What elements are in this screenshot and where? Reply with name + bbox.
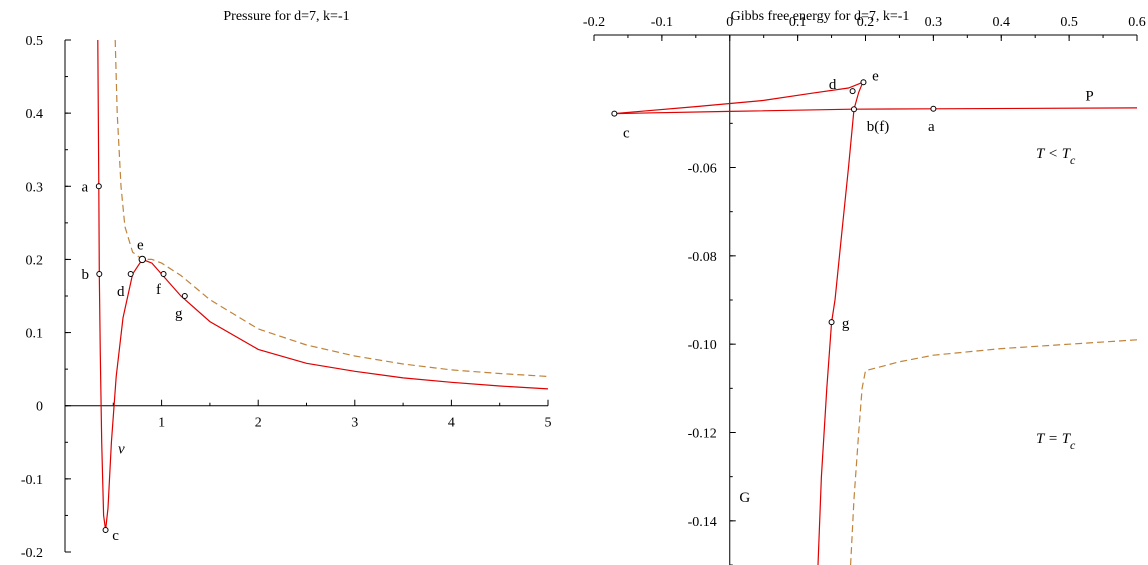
y-tick-label: -0.06 — [688, 162, 717, 177]
point-label: d — [829, 77, 837, 93]
critical-gibbs-line — [850, 339, 1137, 565]
point-label: a — [81, 179, 88, 195]
point-marker — [96, 271, 103, 278]
y-tick-label: -0.12 — [688, 427, 717, 442]
x-tick-label: -0.1 — [651, 15, 673, 30]
point-marker — [181, 293, 188, 299]
point-marker — [127, 271, 134, 278]
point-label: f — [156, 282, 161, 298]
y-tick-label: 0.3 — [26, 180, 44, 195]
x-axis-label: P — [1085, 89, 1093, 105]
x-tick-label: 3 — [351, 416, 358, 431]
point-marker — [102, 527, 109, 534]
critical-isotherm-line — [114, 39, 548, 378]
y-tick-label: 0.4 — [26, 107, 44, 122]
point-label: g — [842, 316, 850, 332]
x-tick-label: 2 — [255, 416, 262, 431]
x-tick-label: 0.5 — [1060, 15, 1078, 30]
point-marker — [860, 79, 867, 86]
y-tick-label: 0.1 — [26, 327, 44, 342]
y-tick-label: 0.2 — [26, 253, 44, 268]
chart-title: Gibbs free energy for d=7, k=-1 — [731, 9, 910, 24]
y-tick-label: -0.10 — [688, 338, 717, 353]
x-tick-label: 4 — [448, 416, 455, 431]
point-marker — [138, 255, 146, 264]
y-tick-label: 0.5 — [26, 34, 44, 49]
x-tick-label: 0.1 — [789, 15, 807, 30]
gibbs-branch-line — [614, 81, 864, 115]
gibbs-branch-line — [614, 107, 1137, 115]
point-marker — [828, 319, 835, 326]
point-label: d — [117, 284, 125, 300]
point-marker — [160, 271, 167, 278]
point-marker — [930, 105, 937, 112]
x-axis-label: v — [118, 442, 125, 458]
point-label: b — [82, 267, 90, 283]
temperature-annotation: T < Tc — [1036, 146, 1076, 167]
y-tick-label: -0.08 — [688, 250, 717, 265]
y-tick-label: 0 — [36, 400, 43, 415]
isotherm-line — [97, 39, 548, 531]
point-label: c — [623, 126, 630, 142]
point-label: e — [137, 237, 144, 253]
point-label: b(f) — [867, 119, 890, 135]
x-tick-label: 0.6 — [1128, 15, 1146, 30]
x-tick-label: 0.3 — [925, 15, 943, 30]
gibbs-chart: Gibbs free energy for d=7, k=-1-0.2 -0.1 0… — [583, 9, 1146, 565]
point-label: c — [112, 528, 119, 544]
gibbs-branch-line — [817, 82, 864, 565]
point-label: e — [872, 68, 879, 84]
x-tick-label: 5 — [545, 416, 552, 431]
x-tick-label: -0.2 — [583, 15, 605, 30]
point-label: g — [175, 306, 183, 322]
pressure-chart: Pressure for d=7, k=-1 -0.2 -0.1 0 0.1 0.2 0.3… — [21, 9, 552, 561]
point-marker — [611, 110, 618, 117]
point-marker — [95, 183, 102, 190]
point-marker — [849, 88, 856, 95]
x-tick-label: 0 — [726, 15, 733, 30]
chart-title: Pressure for d=7, k=-1 — [223, 9, 349, 24]
y-tick-label: -0.2 — [21, 546, 43, 561]
temperature-annotation: T = Tc — [1036, 431, 1076, 452]
x-tick-label: 0.2 — [857, 15, 875, 30]
y-tick-label: -0.14 — [688, 515, 717, 530]
x-tick-label: 1 — [158, 416, 165, 431]
y-tick-label: -0.1 — [21, 473, 43, 488]
point-label: a — [928, 119, 935, 135]
y-axis-label: G — [739, 490, 750, 506]
x-tick-label: 0.4 — [993, 15, 1011, 30]
point-marker — [850, 106, 857, 113]
